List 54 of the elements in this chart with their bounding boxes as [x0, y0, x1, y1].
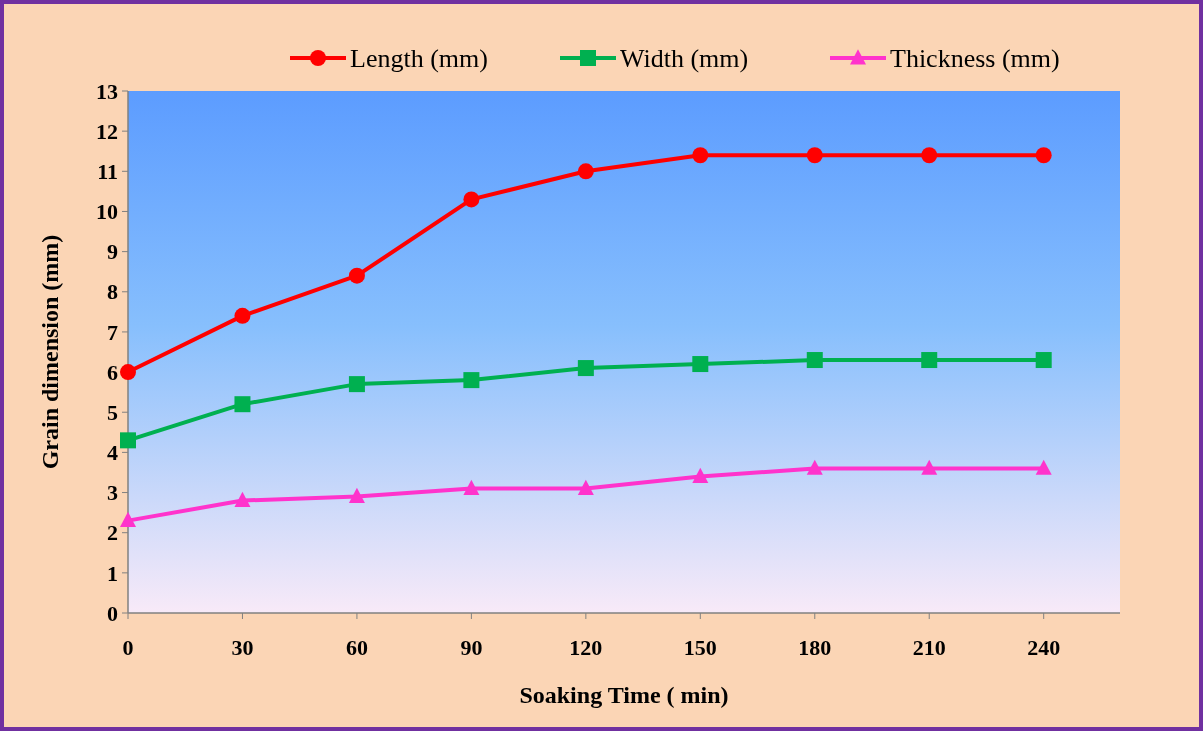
y-tick-label: 9 — [107, 239, 118, 265]
x-tick-label: 120 — [569, 635, 603, 660]
x-tick-label: 180 — [798, 635, 832, 660]
y-tick-label: 8 — [107, 279, 118, 305]
point — [921, 459, 938, 475]
legend-label: Width (mm) — [620, 44, 749, 74]
y-tick-label: 7 — [107, 319, 118, 345]
y-tick-label: 3 — [107, 480, 118, 506]
point — [1035, 352, 1052, 369]
legend-label: Length (mm) — [350, 44, 488, 74]
y-axis-title: Grain dimension (mm) — [37, 234, 63, 470]
point — [348, 376, 365, 393]
point — [1035, 147, 1052, 164]
point — [463, 191, 480, 208]
y-tick-label: 12 — [96, 118, 118, 144]
y-tick-label: 2 — [107, 520, 118, 546]
point — [921, 352, 938, 369]
x-tick-label: 90 — [460, 635, 483, 660]
point — [1035, 459, 1052, 475]
x-tick-label: 240 — [1027, 635, 1061, 660]
point — [692, 467, 709, 483]
point — [577, 163, 594, 180]
point — [234, 491, 251, 507]
point — [234, 396, 251, 413]
point — [234, 307, 251, 324]
point — [348, 487, 365, 503]
point — [577, 360, 594, 377]
x-axis-title: Soaking Time ( min) — [519, 682, 729, 708]
legend-label: Thickness (mm) — [890, 44, 1060, 74]
point — [806, 147, 823, 164]
y-tick-label: 0 — [107, 600, 118, 626]
x-tick-label: 30 — [231, 635, 254, 660]
x-tick-label: 60 — [345, 635, 368, 660]
point — [120, 511, 136, 528]
y-tick-label: 5 — [107, 399, 118, 425]
point — [921, 147, 938, 164]
point — [692, 147, 709, 164]
y-tick-label: 10 — [96, 199, 118, 225]
x-tick-label: 210 — [912, 635, 946, 660]
point — [120, 432, 136, 449]
point — [692, 356, 709, 373]
y-tick-label: 6 — [107, 359, 118, 385]
point — [463, 372, 480, 389]
y-tick-label: 1 — [107, 560, 118, 586]
y-tick-label: 11 — [97, 159, 118, 185]
y-tick-label: 13 — [96, 78, 118, 104]
point — [463, 479, 480, 495]
x-tick-label: 150 — [683, 635, 717, 660]
point — [120, 364, 136, 381]
point — [806, 459, 823, 475]
point — [806, 352, 823, 369]
y-tick-label: 4 — [107, 440, 118, 466]
point — [577, 479, 594, 495]
point — [348, 267, 365, 284]
